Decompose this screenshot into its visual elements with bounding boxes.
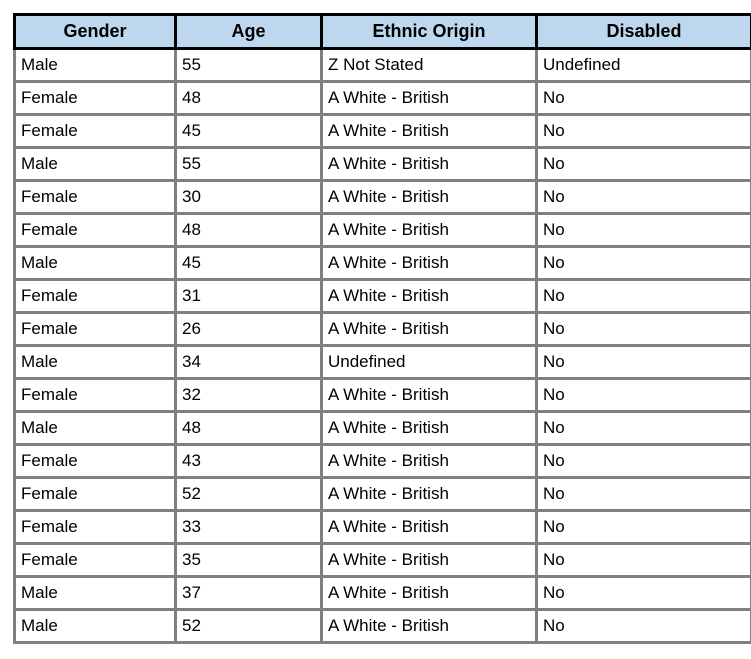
cell-age: 33 bbox=[174, 509, 323, 545]
table-row: Female 48 A White - British No bbox=[13, 212, 751, 248]
cell-disabled: No bbox=[535, 608, 751, 644]
table-row: Female 45 A White - British No bbox=[13, 113, 751, 149]
table-row: Male 45 A White - British No bbox=[13, 245, 751, 281]
cell-ethnic-origin: A White - British bbox=[320, 542, 538, 578]
cell-disabled: No bbox=[535, 377, 751, 413]
cell-ethnic-origin: A White - British bbox=[320, 311, 538, 347]
table-row: Male 55 A White - British No bbox=[13, 146, 751, 182]
cell-disabled: No bbox=[535, 344, 751, 380]
table-row: Male 34 Undefined No bbox=[13, 344, 751, 380]
table-row: Female 35 A White - British No bbox=[13, 542, 751, 578]
cell-gender: Female bbox=[13, 377, 177, 413]
cell-disabled: No bbox=[535, 113, 751, 149]
cell-disabled: No bbox=[535, 278, 751, 314]
cell-disabled: No bbox=[535, 245, 751, 281]
cell-ethnic-origin: A White - British bbox=[320, 509, 538, 545]
cell-age: 37 bbox=[174, 575, 323, 611]
table-row: Female 31 A White - British No bbox=[13, 278, 751, 314]
table-row: Female 32 A White - British No bbox=[13, 377, 751, 413]
cell-gender: Female bbox=[13, 113, 177, 149]
cell-age: 45 bbox=[174, 113, 323, 149]
cell-gender: Male bbox=[13, 344, 177, 380]
column-header-age: Age bbox=[174, 13, 323, 50]
table-row: Female 48 A White - British No bbox=[13, 80, 751, 116]
cell-disabled: No bbox=[535, 179, 751, 215]
table-row: Female 43 A White - British No bbox=[13, 443, 751, 479]
cell-ethnic-origin: A White - British bbox=[320, 146, 538, 182]
cell-disabled: No bbox=[535, 542, 751, 578]
cell-age: 55 bbox=[174, 47, 323, 83]
cell-disabled: No bbox=[535, 80, 751, 116]
cell-ethnic-origin: A White - British bbox=[320, 80, 538, 116]
cell-ethnic-origin: A White - British bbox=[320, 377, 538, 413]
cell-gender: Male bbox=[13, 608, 177, 644]
cell-gender: Female bbox=[13, 212, 177, 248]
cell-gender: Male bbox=[13, 146, 177, 182]
cell-disabled: No bbox=[535, 146, 751, 182]
cell-age: 31 bbox=[174, 278, 323, 314]
cell-ethnic-origin: A White - British bbox=[320, 476, 538, 512]
cell-age: 55 bbox=[174, 146, 323, 182]
cell-disabled: No bbox=[535, 575, 751, 611]
cell-gender: Female bbox=[13, 542, 177, 578]
cell-gender: Female bbox=[13, 80, 177, 116]
cell-ethnic-origin: A White - British bbox=[320, 278, 538, 314]
table-row: Female 33 A White - British No bbox=[13, 509, 751, 545]
column-header-ethnic-origin: Ethnic Origin bbox=[320, 13, 538, 50]
cell-ethnic-origin: Z Not Stated bbox=[320, 47, 538, 83]
table-row: Female 52 A White - British No bbox=[13, 476, 751, 512]
demographics-table: Gender Age Ethnic Origin Disabled Male 55 Z N… bbox=[13, 13, 751, 644]
cell-gender: Male bbox=[13, 47, 177, 83]
cell-ethnic-origin: A White - British bbox=[320, 245, 538, 281]
header-row: Gender Age Ethnic Origin Disabled bbox=[13, 13, 751, 50]
cell-ethnic-origin: Undefined bbox=[320, 344, 538, 380]
cell-age: 52 bbox=[174, 476, 323, 512]
cell-age: 45 bbox=[174, 245, 323, 281]
cell-gender: Female bbox=[13, 179, 177, 215]
cell-gender: Male bbox=[13, 575, 177, 611]
cell-age: 52 bbox=[174, 608, 323, 644]
cell-gender: Male bbox=[13, 410, 177, 446]
cell-age: 26 bbox=[174, 311, 323, 347]
cell-ethnic-origin: A White - British bbox=[320, 212, 538, 248]
cell-ethnic-origin: A White - British bbox=[320, 410, 538, 446]
cell-gender: Female bbox=[13, 476, 177, 512]
table-row: Female 26 A White - British No bbox=[13, 311, 751, 347]
cell-age: 34 bbox=[174, 344, 323, 380]
cell-age: 48 bbox=[174, 410, 323, 446]
cell-ethnic-origin: A White - British bbox=[320, 608, 538, 644]
table-row: Female 30 A White - British No bbox=[13, 179, 751, 215]
table-row: Male 48 A White - British No bbox=[13, 410, 751, 446]
cell-disabled: No bbox=[535, 311, 751, 347]
cell-gender: Female bbox=[13, 278, 177, 314]
table-row: Male 55 Z Not Stated Undefined bbox=[13, 47, 751, 83]
cell-age: 43 bbox=[174, 443, 323, 479]
table-body: Male 55 Z Not Stated Undefined Female 48 A Whi… bbox=[13, 47, 751, 644]
cell-age: 35 bbox=[174, 542, 323, 578]
cell-gender: Female bbox=[13, 509, 177, 545]
column-header-disabled: Disabled bbox=[535, 13, 751, 50]
table-row: Male 52 A White - British No bbox=[13, 608, 751, 644]
cell-age: 32 bbox=[174, 377, 323, 413]
cell-age: 48 bbox=[174, 212, 323, 248]
cell-disabled: No bbox=[535, 443, 751, 479]
cell-ethnic-origin: A White - British bbox=[320, 575, 538, 611]
cell-ethnic-origin: A White - British bbox=[320, 113, 538, 149]
cell-disabled: No bbox=[535, 509, 751, 545]
cell-gender: Female bbox=[13, 443, 177, 479]
cell-disabled: No bbox=[535, 212, 751, 248]
cell-disabled: No bbox=[535, 476, 751, 512]
cell-age: 48 bbox=[174, 80, 323, 116]
cell-age: 30 bbox=[174, 179, 323, 215]
cell-ethnic-origin: A White - British bbox=[320, 179, 538, 215]
cell-gender: Female bbox=[13, 311, 177, 347]
cell-disabled: Undefined bbox=[535, 47, 751, 83]
cell-ethnic-origin: A White - British bbox=[320, 443, 538, 479]
column-header-gender: Gender bbox=[13, 13, 177, 50]
table-row: Male 37 A White - British No bbox=[13, 575, 751, 611]
cell-disabled: No bbox=[535, 410, 751, 446]
cell-gender: Male bbox=[13, 245, 177, 281]
